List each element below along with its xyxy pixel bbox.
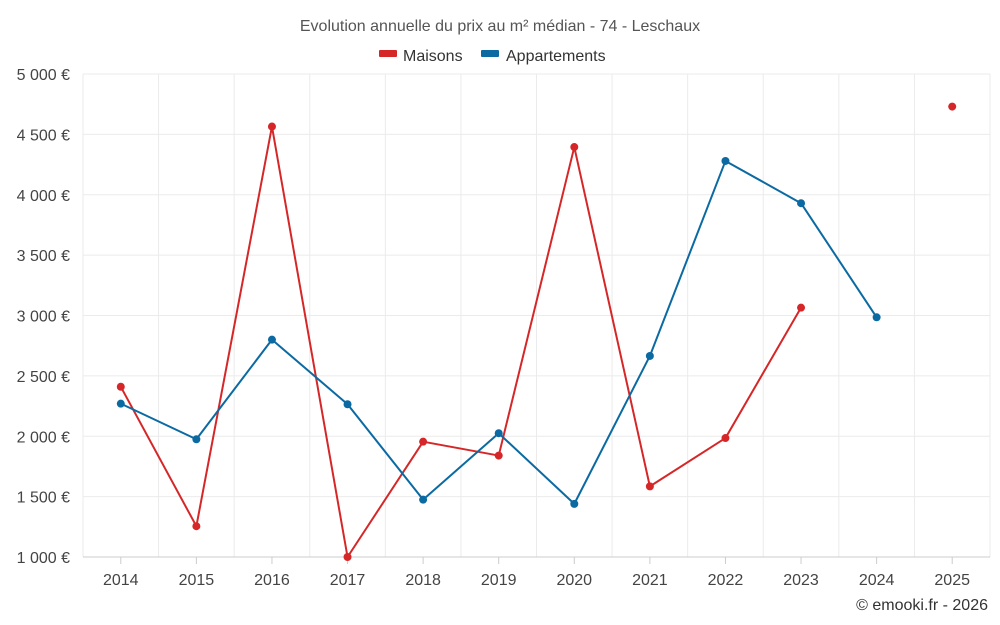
legend-label-maisons: Maisons <box>403 48 463 65</box>
y-tick-label: 1 500 € <box>17 490 70 507</box>
chart-title: Evolution annuelle du prix au m² médian … <box>300 18 700 35</box>
legend-swatch-maisons <box>379 50 397 57</box>
data-point-appartements[interactable] <box>570 499 579 508</box>
x-tick-label: 2018 <box>405 572 441 589</box>
series-line-maisons <box>119 125 802 558</box>
y-tick-label: 2 500 € <box>17 369 70 386</box>
x-tick-label: 2020 <box>556 572 592 589</box>
series-appartements <box>116 156 881 508</box>
data-point-maisons[interactable] <box>192 522 201 531</box>
data-point-appartements[interactable] <box>343 400 352 409</box>
x-tick-label: 2016 <box>254 572 290 589</box>
y-tick-label: 3 500 € <box>17 248 70 265</box>
x-axis-ticks: 2014 2015 2016 2017 2018 2019 2020 2021 2022 2023… <box>103 557 970 589</box>
data-point-maisons[interactable] <box>645 482 654 491</box>
x-tick-label: 2024 <box>859 572 895 589</box>
data-point-appartements[interactable] <box>645 351 654 360</box>
data-point-appartements[interactable] <box>267 335 276 344</box>
data-point-maisons[interactable] <box>116 382 125 391</box>
data-point-maisons[interactable] <box>721 434 730 443</box>
data-point-appartements[interactable] <box>419 495 428 504</box>
x-tick-label: 2023 <box>783 572 819 589</box>
y-tick-label: 4 500 € <box>17 127 70 144</box>
y-tick-label: 2 000 € <box>17 429 70 446</box>
y-tick-label: 1 000 € <box>17 550 70 567</box>
x-tick-label: 2025 <box>934 572 970 589</box>
data-point-appartements[interactable] <box>116 399 125 408</box>
data-point-maisons[interactable] <box>570 143 579 152</box>
y-tick-label: 5 000 € <box>17 67 70 84</box>
y-tick-label: 4 000 € <box>17 188 70 205</box>
data-point-appartements[interactable] <box>872 313 881 322</box>
x-tick-label: 2022 <box>708 572 744 589</box>
data-point-appartements[interactable] <box>721 156 730 165</box>
x-tick-label: 2014 <box>103 572 139 589</box>
data-point-maisons[interactable] <box>494 451 503 460</box>
data-point-appartements[interactable] <box>797 199 806 208</box>
y-tick-label: 3 000 € <box>17 309 70 326</box>
gridlines <box>82 73 991 558</box>
x-tick-label: 2021 <box>632 572 668 589</box>
series-maisons <box>116 102 957 561</box>
y-axis-ticks: 1 000 € 1 500 € 2 000 € 2 500 € 3 000 € 3 500… <box>17 67 70 567</box>
data-point-appartements[interactable] <box>192 435 201 444</box>
x-tick-label: 2019 <box>481 572 517 589</box>
data-point-appartements[interactable] <box>494 429 503 438</box>
data-point-maisons[interactable] <box>419 437 428 446</box>
data-point-maisons[interactable] <box>267 122 276 131</box>
series-layer <box>116 102 957 561</box>
data-point-maisons[interactable] <box>343 553 352 561</box>
data-point-maisons[interactable] <box>797 303 806 312</box>
legend-label-appartements: Appartements <box>506 48 606 65</box>
legend: Maisons Appartements <box>379 48 606 65</box>
x-tick-label: 2017 <box>330 572 366 589</box>
data-point-maisons[interactable] <box>948 102 957 111</box>
legend-swatch-appartements <box>481 50 499 57</box>
legend-item-appartements[interactable]: Appartements <box>481 48 606 65</box>
credit-text: © emooki.fr - 2026 <box>856 597 988 614</box>
legend-item-maisons[interactable]: Maisons <box>379 48 463 65</box>
x-tick-label: 2015 <box>179 572 215 589</box>
